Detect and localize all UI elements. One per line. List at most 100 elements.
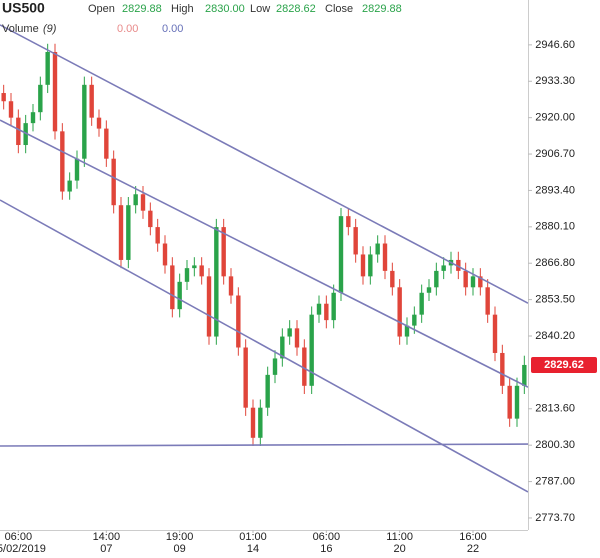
- volume-period: (9): [43, 23, 57, 35]
- candle-body: [316, 303, 322, 315]
- candle-body: [96, 117, 102, 129]
- candle-body: [118, 205, 124, 260]
- candle-body: [250, 407, 256, 438]
- candle-body: [338, 216, 344, 293]
- trend-line: [0, 199, 529, 493]
- y-tick-label: 2880.10: [535, 221, 575, 233]
- candle-body: [434, 270, 439, 288]
- x-tick-label: 16:00: [459, 531, 487, 543]
- candle-body: [221, 227, 226, 277]
- candle-body: [162, 243, 168, 266]
- candle-body: [52, 51, 58, 132]
- candle-body: [82, 84, 87, 159]
- candle-body: [309, 314, 314, 386]
- candle-body: [265, 374, 270, 408]
- candle-body: [104, 128, 109, 159]
- candle-body: [485, 287, 490, 315]
- candle-body: [280, 336, 285, 359]
- close-label: Close: [325, 3, 353, 15]
- candle-body: [1, 93, 6, 102]
- open-label: Open: [88, 3, 115, 15]
- volume-label: Volume: [2, 23, 39, 35]
- y-tick-label: 2853.50: [535, 294, 575, 306]
- x-tick-date: 22: [467, 543, 479, 555]
- candle-body: [133, 194, 138, 206]
- candle-body: [16, 117, 21, 146]
- trend-line: [0, 24, 529, 304]
- x-tick-date: 16: [320, 543, 332, 555]
- candle-body: [287, 328, 292, 337]
- x-tick-label: 19:00: [166, 531, 194, 543]
- candle-body: [500, 352, 505, 386]
- y-tick-label: 2893.40: [535, 184, 575, 196]
- x-tick-label: 14:00: [93, 531, 121, 543]
- x-tick-label: 06:00: [313, 531, 341, 543]
- candle-body: [30, 112, 36, 124]
- candle-body: [214, 227, 219, 337]
- candle-body: [419, 292, 424, 315]
- candle-body: [390, 270, 395, 288]
- candle-body: [302, 347, 307, 386]
- candle-body: [206, 276, 212, 337]
- candle-body: [375, 243, 380, 255]
- candle-body: [507, 385, 512, 419]
- candle-body: [60, 131, 65, 192]
- y-tick-label: 2933.30: [535, 75, 575, 87]
- candle-body: [184, 268, 190, 282]
- y-tick-label: 2773.70: [535, 512, 575, 524]
- candle-body: [412, 314, 417, 326]
- candle-body: [177, 281, 182, 310]
- x-tick-date: 09: [174, 543, 186, 555]
- candle-body: [199, 265, 204, 277]
- candle-body: [89, 84, 94, 118]
- y-tick-label: 2787.00: [535, 475, 575, 487]
- candle-body: [470, 276, 476, 288]
- candle-body: [404, 325, 410, 337]
- y-tick-label: 2866.80: [535, 257, 575, 269]
- trend-line: [0, 443, 529, 447]
- candle-body: [170, 265, 175, 310]
- low-value: 2828.62: [276, 3, 316, 15]
- candle-body: [148, 210, 153, 228]
- trend-line: [0, 119, 529, 388]
- candle-body: [514, 385, 520, 419]
- candle-body: [441, 265, 446, 271]
- candle-body: [294, 328, 300, 348]
- y-tick-label: 2840.20: [535, 330, 575, 342]
- candle-body: [228, 276, 234, 296]
- volume-value: 0.00: [117, 23, 138, 35]
- x-tick-date: 05/02/2019: [0, 543, 46, 555]
- candle-body: [236, 295, 241, 348]
- candle-body: [272, 358, 278, 375]
- y-tick-label: 2920.00: [535, 112, 575, 124]
- candle-body: [382, 243, 388, 271]
- candle-body: [38, 84, 43, 113]
- candle-body: [463, 270, 468, 288]
- high-label: High: [171, 3, 194, 15]
- candle-body: [492, 314, 498, 353]
- y-tick-label: 2800.30: [535, 439, 575, 451]
- close-value: 2829.88: [362, 3, 402, 15]
- x-tick-label: 06:00: [5, 531, 33, 543]
- candle-body: [67, 180, 72, 192]
- y-tick-label: 2813.60: [535, 403, 575, 415]
- x-tick-date: 20: [394, 543, 406, 555]
- candle-body: [140, 194, 146, 211]
- candle-body: [368, 254, 373, 277]
- candle-body: [397, 287, 402, 337]
- candle-body: [23, 123, 28, 146]
- candle-body: [426, 287, 432, 293]
- candle-body: [258, 407, 263, 438]
- candle-body: [331, 292, 336, 321]
- candle-body: [111, 158, 116, 206]
- candle-body: [8, 101, 14, 118]
- candle-body: [478, 276, 483, 288]
- candle-body: [522, 364, 527, 386]
- candle-body: [192, 265, 197, 269]
- candle-body: [45, 51, 50, 85]
- candle-body: [353, 227, 358, 255]
- y-tick-label: 2906.70: [535, 148, 575, 160]
- high-value: 2830.00: [205, 3, 245, 15]
- low-label: Low: [250, 3, 270, 15]
